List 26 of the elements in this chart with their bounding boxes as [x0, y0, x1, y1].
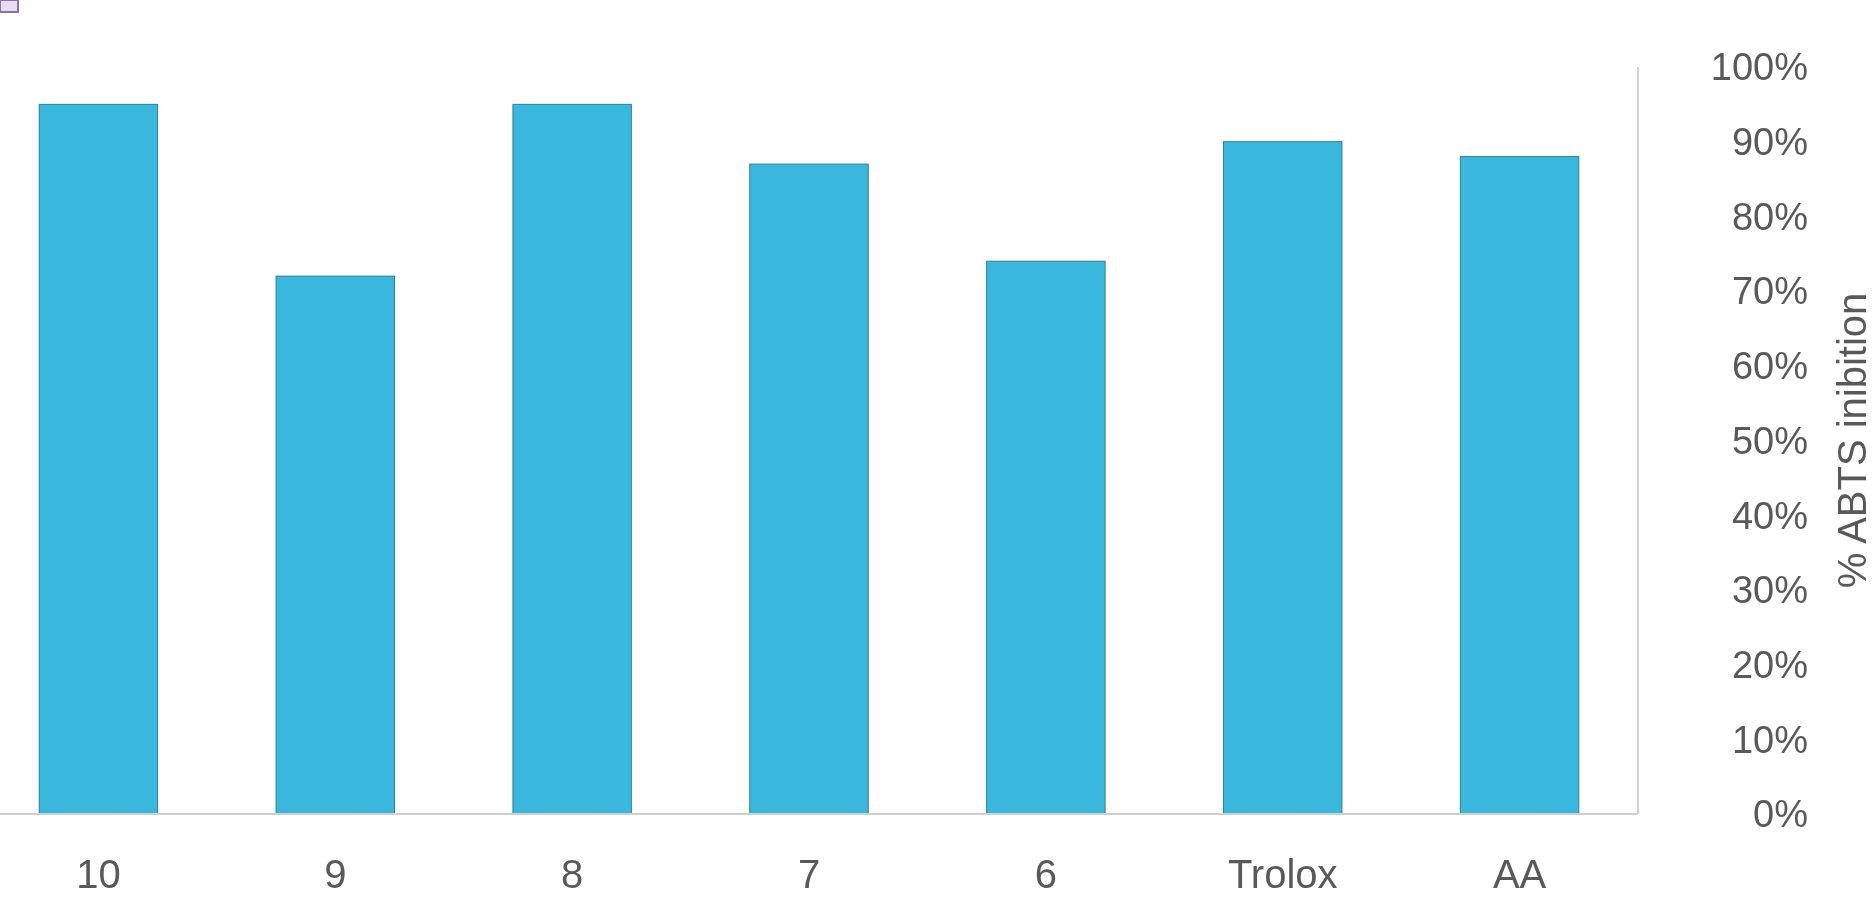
- bar: [38, 103, 159, 815]
- y-tick-label: 20%: [1731, 643, 1808, 686]
- y-tick-label: 30%: [1731, 569, 1808, 612]
- x-tick-label: 10: [76, 852, 121, 896]
- x-tick-label: Trolox: [1227, 852, 1338, 896]
- y-tick-label: 100%: [1710, 46, 1808, 89]
- y-axis-title: % ABTS inibition: [1830, 292, 1874, 589]
- x-tick-label: AA: [1492, 852, 1547, 896]
- bar: [275, 275, 395, 815]
- y-tick-label: 80%: [1731, 195, 1808, 238]
- y-tick-label: 70%: [1731, 270, 1808, 313]
- y-tick-label: 40%: [1731, 494, 1808, 537]
- y-tick-label: 0%: [1753, 793, 1808, 836]
- x-tick-label: 9: [324, 852, 347, 896]
- y-tick-label: 50%: [1731, 419, 1808, 462]
- x-tick-label: 8: [561, 852, 584, 896]
- bar: [749, 163, 869, 815]
- bar: [1459, 156, 1580, 815]
- x-tick-label: 6: [1034, 852, 1057, 896]
- bar: [986, 260, 1106, 815]
- y-tick-label: 10%: [1731, 718, 1808, 761]
- y-tick-label: 60%: [1731, 345, 1808, 388]
- bar: [1223, 141, 1343, 815]
- bar: [512, 103, 632, 815]
- x-tick-label: 7: [797, 852, 821, 896]
- y-tick-label: 90%: [1731, 121, 1808, 163]
